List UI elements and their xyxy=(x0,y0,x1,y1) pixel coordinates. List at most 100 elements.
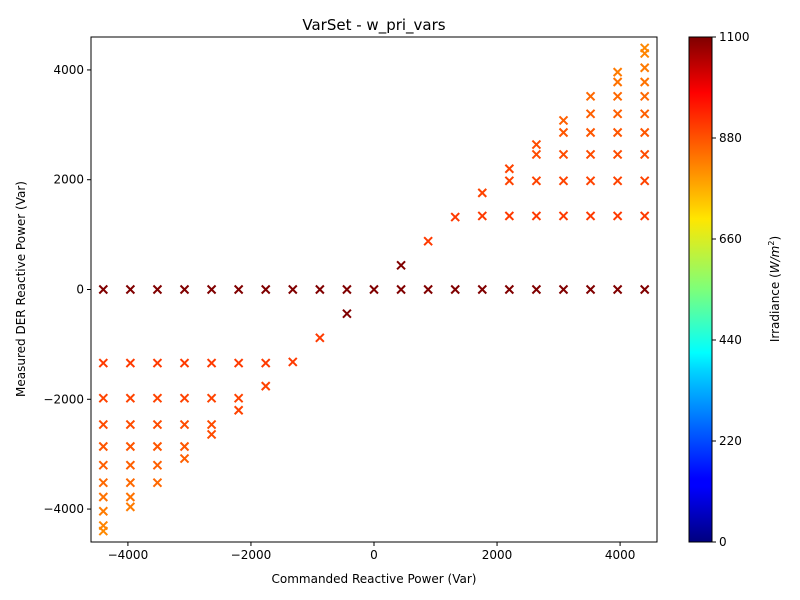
data-point-marker xyxy=(125,502,136,512)
colorbar-label: Irradiance (W/m2) xyxy=(767,236,782,342)
data-point-marker xyxy=(125,492,136,502)
data-point-marker xyxy=(98,478,109,488)
data-point-marker xyxy=(639,176,650,186)
data-point-marker xyxy=(206,393,217,403)
data-point-marker xyxy=(98,441,109,452)
colorbar-label-unit: W/m xyxy=(768,246,782,274)
data-point-marker xyxy=(288,284,298,295)
data-point-marker xyxy=(125,441,136,452)
data-point-marker xyxy=(98,419,109,430)
colorbar-tick-label: 440 xyxy=(719,333,742,347)
data-point-marker xyxy=(369,284,379,295)
data-point-marker xyxy=(612,67,623,77)
data-point-marker xyxy=(179,419,190,430)
data-point-marker xyxy=(206,419,217,430)
colorbar-tick-label: 880 xyxy=(719,131,742,145)
data-point-marker xyxy=(342,284,352,295)
data-point-marker xyxy=(206,429,217,440)
y-axis-label: Measured DER Reactive Power (Var) xyxy=(14,181,28,397)
data-point-marker xyxy=(206,284,217,295)
x-axis-label: Commanded Reactive Power (Var) xyxy=(272,572,477,586)
data-point-marker xyxy=(179,358,190,368)
data-point-marker xyxy=(639,127,650,138)
data-point-marker xyxy=(152,419,163,430)
data-point-marker xyxy=(558,211,569,221)
data-point-marker xyxy=(98,393,109,403)
data-point-marker xyxy=(450,212,460,222)
data-point-marker xyxy=(125,460,136,470)
colorbar-gradient xyxy=(688,36,713,543)
data-point-marker xyxy=(612,77,623,87)
x-tick-label: 4000 xyxy=(605,548,636,562)
data-point-marker xyxy=(612,176,623,186)
colorbar-tick-label: 0 xyxy=(719,535,727,549)
data-point-marker xyxy=(179,453,190,464)
data-point-marker xyxy=(152,284,163,295)
data-point-marker xyxy=(585,109,596,119)
data-point-marker xyxy=(531,139,542,150)
data-point-marker xyxy=(504,164,515,174)
data-point-marker xyxy=(504,176,515,186)
data-point-marker xyxy=(585,91,596,101)
data-point-marker xyxy=(558,127,569,138)
data-point-marker xyxy=(612,284,623,295)
data-point-marker xyxy=(152,393,163,403)
data-point-marker xyxy=(261,284,271,295)
data-point-marker xyxy=(558,176,569,186)
data-point-marker xyxy=(423,236,433,246)
data-point-marker xyxy=(233,393,244,403)
x-tick-label: 2000 xyxy=(482,548,513,562)
data-point-marker xyxy=(531,211,542,221)
x-tick-label: −4000 xyxy=(108,548,149,562)
data-point-marker xyxy=(612,149,623,160)
data-point-marker xyxy=(233,358,244,368)
data-point-marker xyxy=(558,284,569,295)
data-point-marker xyxy=(261,381,271,391)
plot-area: −4000 −2000 0 2000 4000 −4000 −2000 0 2000 4000 xyxy=(43,36,658,562)
x-tick-label: 0 xyxy=(370,548,378,562)
colorbar-label-exponent: 2 xyxy=(767,241,776,246)
colorbar-label-close: ) xyxy=(768,236,782,241)
data-point-marker xyxy=(531,176,542,186)
data-point-marker xyxy=(125,393,136,403)
data-point-marker xyxy=(423,284,433,295)
colorbar-label-main: Irradiance ( xyxy=(768,273,782,342)
colorbar-tick-label: 660 xyxy=(719,232,742,246)
data-point-marker xyxy=(612,211,623,221)
data-point-marker xyxy=(288,357,298,367)
data-point-marker xyxy=(233,405,244,415)
data-point-marker xyxy=(152,478,163,488)
data-point-marker xyxy=(261,358,271,368)
data-point-marker xyxy=(152,358,163,368)
data-point-marker xyxy=(152,460,163,470)
data-point-marker xyxy=(585,149,596,160)
data-point-marker xyxy=(179,441,190,452)
data-point-marker xyxy=(179,284,190,295)
colorbar-tick-label: 220 xyxy=(719,434,742,448)
data-point-marker xyxy=(98,358,109,368)
data-point-marker xyxy=(612,109,623,119)
y-tick-label: −4000 xyxy=(43,502,84,516)
data-point-marker xyxy=(315,284,325,295)
data-point-marker xyxy=(98,506,109,516)
data-point-marker xyxy=(125,478,136,488)
data-point-marker xyxy=(233,284,244,295)
data-point-marker xyxy=(585,211,596,221)
y-tick-label: 0 xyxy=(76,283,84,297)
data-point-marker xyxy=(639,149,650,160)
data-point-marker xyxy=(585,284,596,295)
chart-title: VarSet - w_pri_vars xyxy=(302,16,445,35)
data-point-marker xyxy=(612,91,623,101)
data-point-marker xyxy=(531,284,542,295)
data-point-marker xyxy=(477,188,487,198)
data-point-marker xyxy=(531,149,542,160)
data-point-marker xyxy=(98,520,109,531)
data-point-marker xyxy=(98,492,109,502)
data-point-marker xyxy=(504,211,515,221)
colorbar: 0 220 440 660 880 1100 xyxy=(688,30,750,549)
data-point-marker xyxy=(639,48,650,59)
data-point-marker xyxy=(558,149,569,160)
data-point-marker xyxy=(639,63,650,73)
data-point-marker xyxy=(125,358,136,368)
